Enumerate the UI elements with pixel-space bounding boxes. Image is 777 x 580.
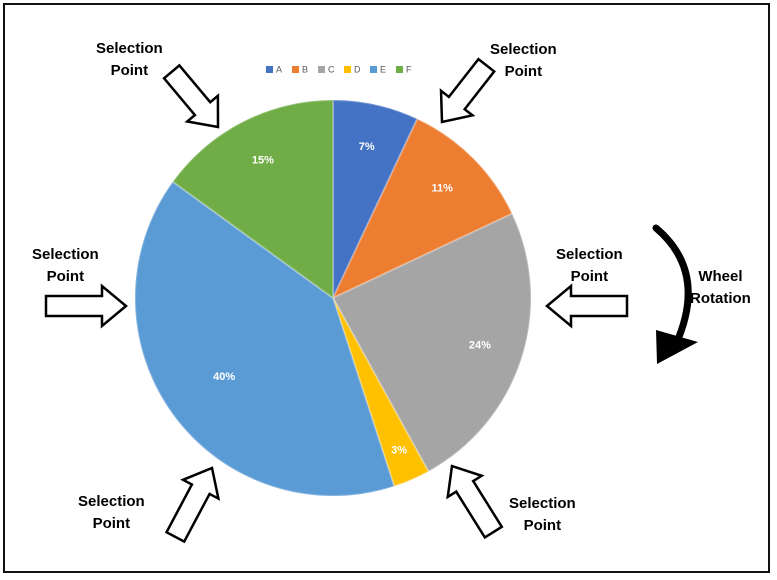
legend-label-f: F <box>406 64 412 74</box>
legend-label-b: B <box>302 64 308 74</box>
arrow-right-icon <box>545 283 629 329</box>
legend-label-a: A <box>276 64 282 74</box>
legend-swatch-e <box>370 66 377 73</box>
wheel-rotation-label: Wheel Rotation <box>690 268 751 307</box>
legend-label-e: E <box>380 64 386 74</box>
arrow-bottom-right-icon <box>446 464 504 540</box>
selection-label-right: Selection Point <box>556 246 623 285</box>
arrow-top-right-icon <box>439 57 496 124</box>
selection-label-bottom-left: Selection Point <box>78 493 145 532</box>
pie-slice-c <box>331 212 532 473</box>
pie-slices <box>134 98 532 497</box>
pie-slice-e <box>134 180 396 497</box>
legend-swatch-d <box>344 66 351 73</box>
pie-slice-b <box>330 117 514 301</box>
legend-swatch-b <box>292 66 299 73</box>
slice-label-b: 11% <box>431 183 453 195</box>
legend-swatch-c <box>318 66 325 73</box>
legend: A B C D E F <box>266 64 412 74</box>
slice-label-a: 7% <box>359 141 375 153</box>
arrow-top-left-icon <box>162 63 220 129</box>
slice-labels: 7% 11% 24% 3% 40% 15% <box>213 141 491 456</box>
selection-label-top-left: Selection Point <box>96 40 163 79</box>
selection-arrows <box>44 57 629 544</box>
slice-label-c: 24% <box>469 340 491 352</box>
legend-swatch-a <box>266 66 273 73</box>
arrow-left-icon <box>44 283 128 329</box>
pie-slice-f <box>171 98 334 300</box>
selection-label-left: Selection Point <box>32 246 99 285</box>
legend-label-c: C <box>328 64 335 74</box>
slice-label-f: 15% <box>252 154 274 166</box>
pie-slice-a <box>332 98 419 299</box>
selection-label-top-right: Selection Point <box>490 41 557 80</box>
slice-label-d: 3% <box>391 445 407 457</box>
slice-label-e: 40% <box>213 371 235 383</box>
arrow-bottom-left-icon <box>164 466 221 544</box>
pie-slice-d <box>332 297 430 488</box>
selection-label-bottom-right: Selection Point <box>509 495 576 534</box>
wheel-rotation-arrow-icon <box>652 224 698 364</box>
legend-swatch-f <box>396 66 403 73</box>
legend-label-d: D <box>354 64 361 74</box>
